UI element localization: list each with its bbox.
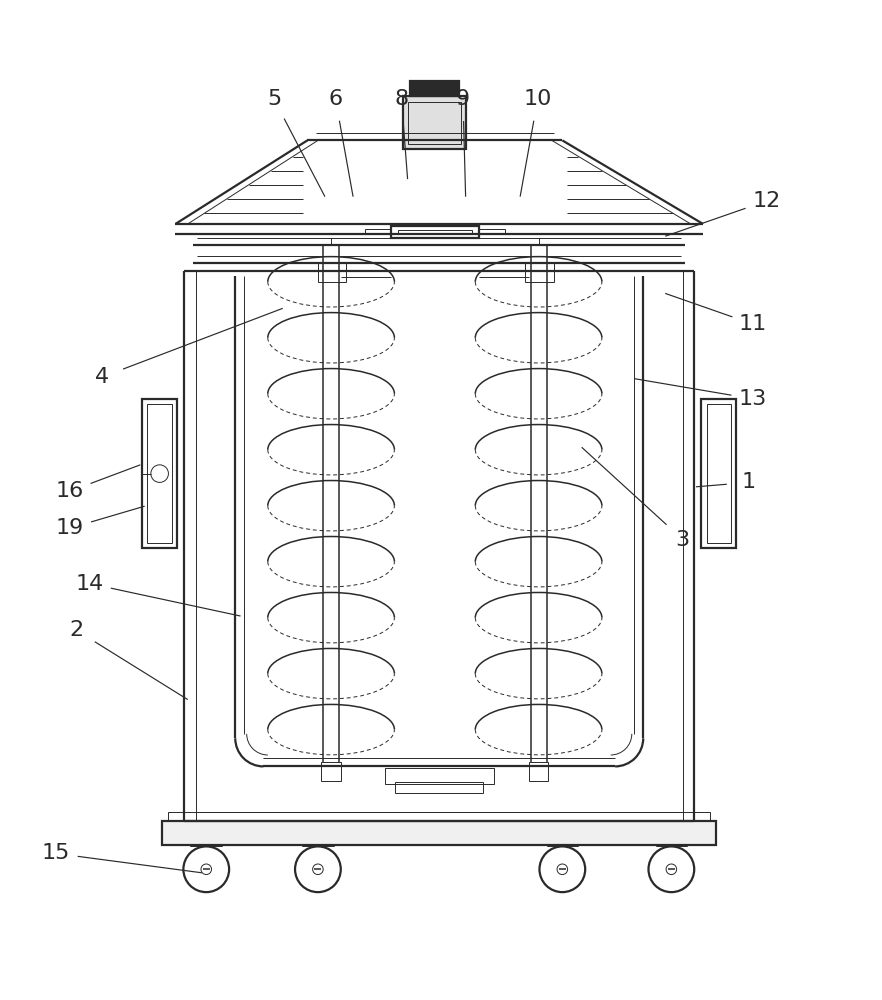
Text: 8: 8 — [394, 89, 408, 109]
Bar — [403, 96, 467, 149]
Bar — [391, 226, 479, 238]
Bar — [318, 263, 346, 282]
Bar — [706, 404, 731, 543]
Text: 13: 13 — [739, 389, 767, 409]
Text: 10: 10 — [524, 89, 552, 109]
Bar — [479, 229, 505, 234]
Text: 14: 14 — [75, 574, 103, 594]
Bar — [385, 768, 494, 784]
Text: 12: 12 — [752, 191, 781, 211]
Bar — [364, 229, 391, 234]
Text: 3: 3 — [676, 530, 690, 550]
Text: 4: 4 — [95, 367, 109, 387]
Text: 15: 15 — [41, 843, 70, 863]
Text: 5: 5 — [267, 89, 281, 109]
Bar — [162, 821, 716, 845]
Bar — [410, 81, 460, 96]
Text: 19: 19 — [56, 518, 84, 538]
Bar — [526, 263, 554, 282]
Text: 9: 9 — [456, 89, 470, 109]
Bar — [408, 102, 461, 144]
Text: 2: 2 — [69, 620, 83, 640]
Bar — [395, 782, 483, 793]
Bar — [321, 762, 340, 781]
Bar — [147, 404, 172, 543]
Bar — [398, 230, 472, 234]
Bar — [701, 399, 736, 548]
Text: 11: 11 — [739, 314, 767, 334]
Bar — [529, 762, 549, 781]
Bar — [168, 812, 710, 821]
Text: 6: 6 — [328, 89, 342, 109]
Text: 1: 1 — [742, 472, 756, 492]
Text: 16: 16 — [56, 481, 84, 501]
Bar — [142, 399, 177, 548]
